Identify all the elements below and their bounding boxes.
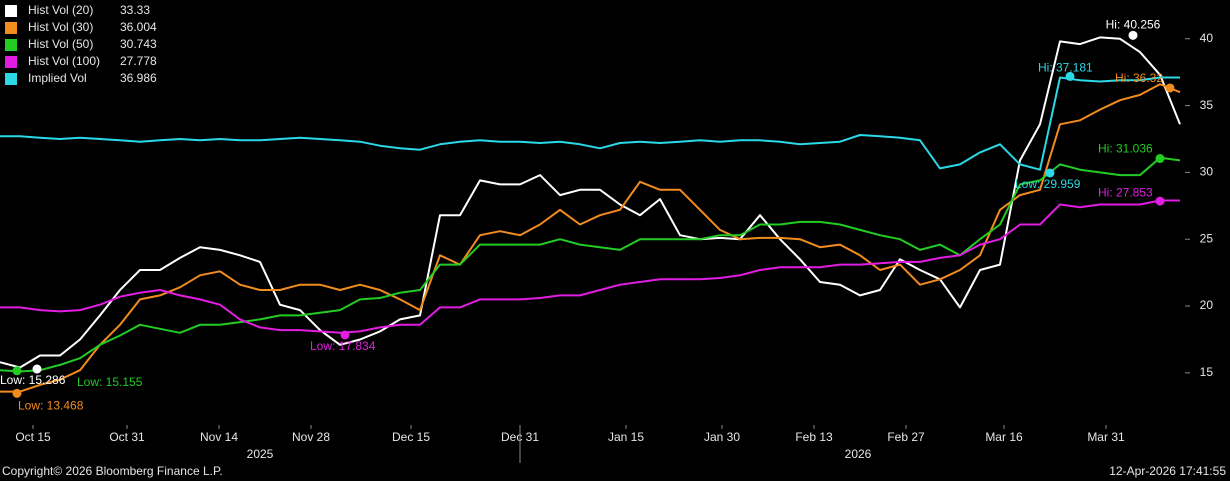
extreme-marker [1128, 30, 1138, 40]
y-tick-label: 30 [1200, 165, 1214, 179]
series-line [0, 156, 1181, 373]
x-tick-label: Nov 28 [292, 430, 330, 444]
series-line [0, 199, 1180, 334]
series-line [0, 83, 1181, 393]
year-label: 2026 [845, 447, 872, 461]
legend-value: 30.743 [120, 37, 157, 51]
copyright: Copyright© 2026 Bloomberg Finance L.P. [2, 464, 223, 478]
x-tick-label: Mar 16 [985, 430, 1023, 444]
legend-name: Hist Vol (30) [28, 20, 93, 34]
legend-name: Implied Vol [28, 71, 87, 85]
y-tick-label: 25 [1200, 231, 1214, 245]
extreme-marker [1155, 154, 1165, 164]
extreme-label: Low: 15.155 [77, 375, 143, 389]
series-line [0, 36, 1181, 369]
y-tick-label: 15 [1200, 365, 1214, 379]
y-tick-label: 20 [1200, 298, 1214, 312]
extreme-marker [32, 364, 42, 374]
extreme-label: Hi: 40.256 [1106, 18, 1161, 32]
extreme-marker [12, 366, 22, 376]
legend-name: Hist Vol (100) [28, 54, 100, 68]
legend-box [0, 0, 165, 94]
x-tick-label: Oct 15 [15, 430, 51, 444]
series-line [0, 76, 1180, 171]
x-tick-label: Feb 13 [795, 430, 833, 444]
legend-swatch [5, 22, 17, 34]
extreme-label: Low: 13.468 [18, 399, 84, 413]
x-tick-label: Oct 31 [109, 430, 145, 444]
extreme-marker [340, 330, 350, 340]
extreme-marker [12, 388, 22, 398]
timestamp: 12-Apr-2026 17:41:55 [1109, 464, 1226, 478]
extreme-marker [1155, 196, 1165, 206]
extreme-label: Hi: 31.036 [1098, 142, 1153, 156]
extreme-label: Low: 17.834 [310, 339, 376, 353]
x-tick-label: Nov 14 [200, 430, 238, 444]
extreme-marker [1065, 71, 1075, 81]
legend-value: 27.778 [120, 54, 157, 68]
legend-name: Hist Vol (20) [28, 3, 93, 17]
y-tick-label: 40 [1200, 31, 1214, 45]
extreme-marker [1165, 83, 1175, 93]
legend-name: Hist Vol (50) [28, 37, 93, 51]
x-tick-label: Jan 15 [608, 430, 644, 444]
legend-value: 36.004 [120, 20, 157, 34]
legend-value: 33.33 [120, 3, 150, 17]
extreme-label: Low: 15.286 [0, 373, 66, 387]
extreme-label: Hi: 37.181 [1038, 61, 1093, 75]
x-tick-label: Feb 27 [887, 430, 925, 444]
y-tick-label: 35 [1200, 98, 1214, 112]
extreme-label: Hi: 27.853 [1098, 185, 1153, 199]
extreme-marker [1045, 168, 1055, 178]
legend-value: 36.986 [120, 71, 157, 85]
year-label: 2025 [247, 447, 274, 461]
extreme-label: Low: 29.959 [1015, 177, 1081, 191]
x-tick-label: Dec 15 [392, 430, 430, 444]
x-tick-label: Jan 30 [704, 430, 740, 444]
legend-swatch [5, 73, 17, 85]
x-tick-label: Mar 31 [1087, 430, 1125, 444]
legend-swatch [5, 5, 17, 17]
legend-swatch [5, 39, 17, 51]
extreme-label: Hi: 36.32 [1115, 71, 1163, 85]
legend-swatch [5, 56, 17, 68]
